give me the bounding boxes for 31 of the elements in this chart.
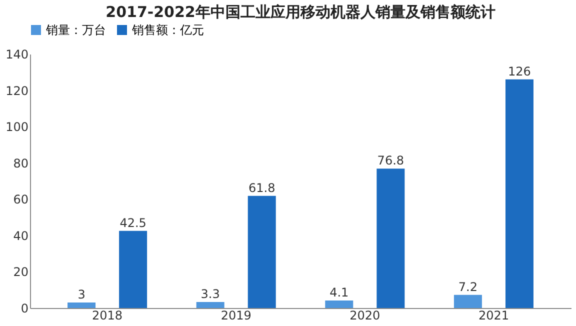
- bar: [248, 196, 276, 308]
- x-tick-label: 2018: [92, 308, 123, 322]
- data-label: 4.1: [330, 286, 349, 300]
- data-label: 3: [78, 288, 86, 302]
- y-tick-label: 60: [13, 192, 28, 207]
- bar: [376, 168, 405, 308]
- data-label: 7.2: [458, 280, 478, 294]
- bar: [119, 230, 148, 308]
- legend-label: 销售额：亿元: [131, 23, 204, 37]
- bar: [196, 302, 224, 308]
- data-label: 76.8: [377, 154, 404, 168]
- y-tick-label: 80: [13, 156, 28, 170]
- data-label: 3.3: [200, 287, 220, 302]
- bar: [325, 300, 354, 308]
- y-tick-label: 100: [6, 120, 28, 134]
- bar: [505, 79, 534, 308]
- data-label: 126: [508, 64, 531, 78]
- y-tick-label: 120: [6, 84, 28, 98]
- x-tick-label: 2019: [220, 308, 252, 322]
- y-tick-label: 20: [13, 265, 28, 280]
- y-tick-label: 140: [6, 48, 28, 62]
- y-tick-label: 0: [20, 302, 28, 316]
- legend-label: 销量：万台: [45, 23, 106, 37]
- bar: [68, 302, 96, 308]
- x-tick-label: 2020: [350, 308, 380, 322]
- x-tick-label: 2021: [478, 308, 509, 322]
- data-label: 61.8: [248, 180, 276, 195]
- bar: [454, 294, 482, 308]
- chart-title: 2017-2022年中国工业应用移动机器人销量及销售额统计: [106, 3, 496, 21]
- data-label: 42.5: [120, 216, 146, 230]
- y-tick-label: 40: [13, 228, 28, 243]
